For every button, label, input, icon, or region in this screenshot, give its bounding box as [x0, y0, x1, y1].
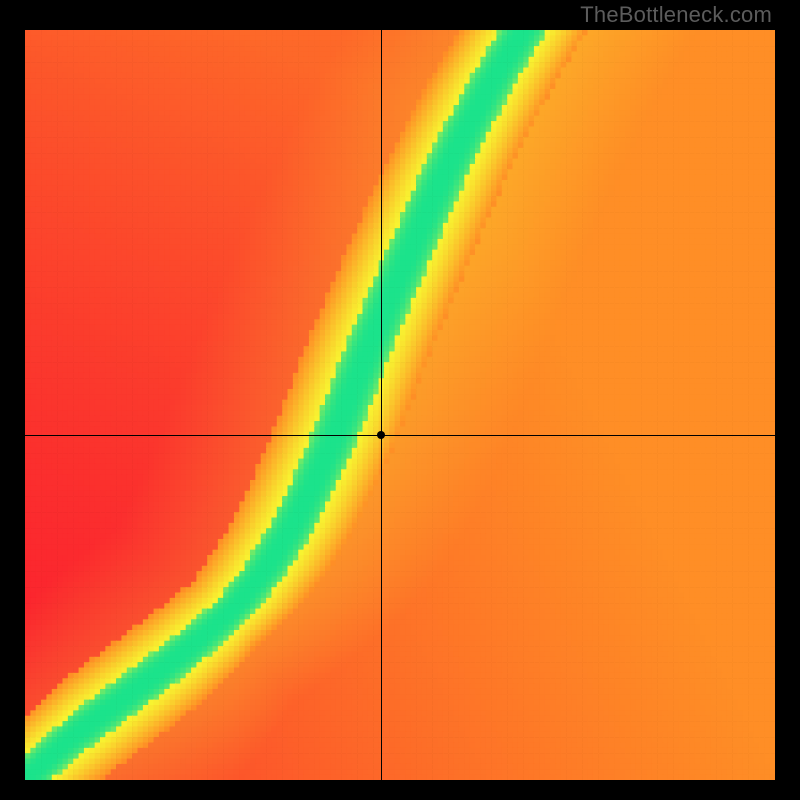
crosshair-vertical	[381, 30, 382, 780]
watermark-text: TheBottleneck.com	[580, 2, 772, 28]
chart-frame: TheBottleneck.com	[0, 0, 800, 800]
crosshair-horizontal	[25, 435, 775, 436]
bottleneck-heatmap	[25, 30, 775, 780]
crosshair-dot	[377, 431, 385, 439]
